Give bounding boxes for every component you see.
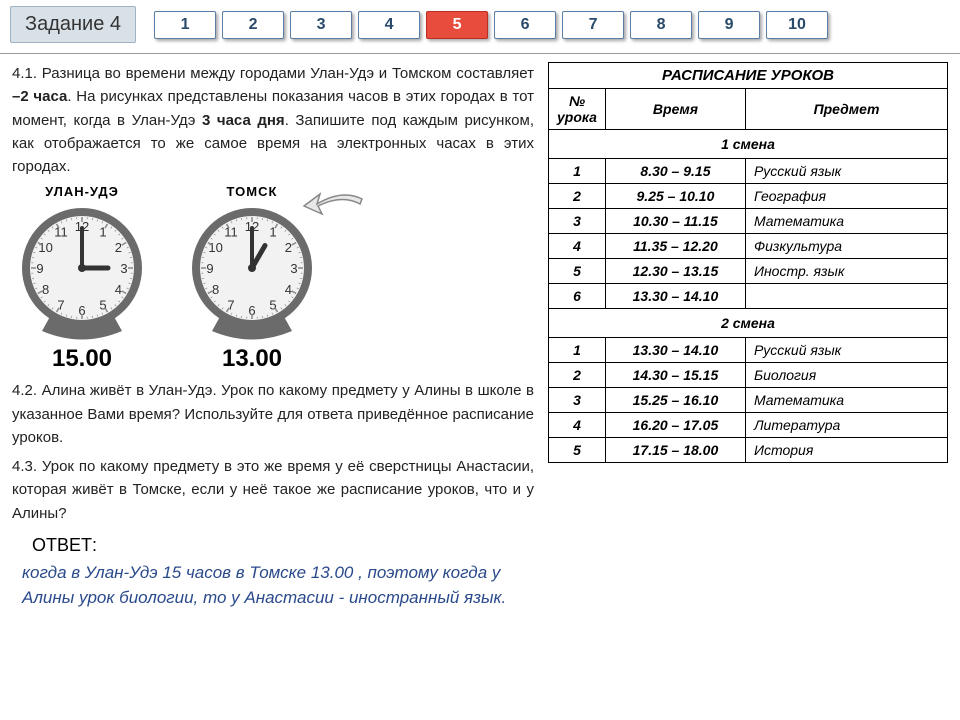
table-row: 214.30 – 15.15Биология — [549, 363, 948, 388]
divider — [0, 53, 960, 54]
task-4-3-text: 4.3. Урок по какому предмету в это же вр… — [12, 455, 534, 525]
city-label-2: ТОМСК — [182, 184, 322, 199]
tab-1[interactable]: 1 — [154, 11, 216, 39]
col-subj: Предмет — [745, 89, 947, 130]
tab-9[interactable]: 9 — [698, 11, 760, 39]
shift1-label: 1 смена — [549, 130, 948, 159]
svg-text:3: 3 — [290, 261, 297, 276]
svg-text:9: 9 — [206, 261, 213, 276]
answer-label: ОТВЕТ: — [32, 535, 534, 556]
clock-time-2: 13.00 — [214, 345, 290, 373]
svg-text:9: 9 — [36, 261, 43, 276]
clocks-row: УЛАН-УДЭ 123456789101112 15.00 ТОМСК 123… — [12, 184, 534, 373]
tab-6[interactable]: 6 — [494, 11, 556, 39]
schedule-title: РАСПИСАНИЕ УРОКОВ — [549, 63, 948, 89]
t41-d: 3 часа дня — [202, 112, 285, 129]
arrow-icon — [302, 184, 372, 234]
tab-10[interactable]: 10 — [766, 11, 828, 39]
col-time: Время — [605, 89, 745, 130]
task-4-1-text: 4.1. Разница во времени между городами У… — [12, 62, 534, 178]
table-row: 29.25 – 10.10География — [549, 184, 948, 209]
table-row: 18.30 – 9.15Русский язык — [549, 159, 948, 184]
svg-text:2: 2 — [115, 240, 122, 255]
svg-text:10: 10 — [38, 240, 52, 255]
top-bar: Задание 4 12345678910 — [0, 0, 960, 49]
clock-tomsk: ТОМСК 123456789101112 13.00 — [182, 184, 322, 373]
svg-text:4: 4 — [285, 282, 292, 297]
clock-face-2: 123456789101112 — [182, 203, 322, 343]
svg-text:3: 3 — [120, 261, 127, 276]
svg-text:2: 2 — [285, 240, 292, 255]
svg-text:8: 8 — [212, 282, 219, 297]
table-row: 411.35 – 12.20Физкультура — [549, 234, 948, 259]
table-row: 113.30 – 14.10Русский язык — [549, 338, 948, 363]
svg-text:8: 8 — [42, 282, 49, 297]
table-row: 310.30 – 11.15Математика — [549, 209, 948, 234]
schedule-table: РАСПИСАНИЕ УРОКОВ№ урокаВремяПредмет1 см… — [548, 62, 948, 463]
task-4-2-text: 4.2. Алина живёт в Улан-Удэ. Урок по как… — [12, 379, 534, 449]
shift2-label: 2 смена — [549, 309, 948, 338]
svg-text:11: 11 — [224, 225, 238, 240]
tab-row: 12345678910 — [154, 11, 828, 39]
tab-8[interactable]: 8 — [630, 11, 692, 39]
tab-3[interactable]: 3 — [290, 11, 352, 39]
table-row: 416.20 – 17.05Литература — [549, 413, 948, 438]
right-column: РАСПИСАНИЕ УРОКОВ№ урокаВремяПредмет1 см… — [548, 62, 948, 611]
svg-text:4: 4 — [115, 282, 122, 297]
answer-text: когда в Улан-Удэ 15 часов в Томске 13.00… — [12, 560, 534, 611]
table-row: 517.15 – 18.00История — [549, 438, 948, 463]
clock-ulan-ude: УЛАН-УДЭ 123456789101112 15.00 — [12, 184, 152, 373]
t41-a: 4.1. Разница во времени между городами У… — [12, 65, 534, 82]
content-area: 4.1. Разница во времени между городами У… — [0, 58, 960, 611]
svg-text:10: 10 — [208, 240, 222, 255]
table-row: 613.30 – 14.10 — [549, 284, 948, 309]
table-row: 512.30 – 13.15Иностр. язык — [549, 259, 948, 284]
city-label-1: УЛАН-УДЭ — [12, 184, 152, 199]
tab-4[interactable]: 4 — [358, 11, 420, 39]
tab-7[interactable]: 7 — [562, 11, 624, 39]
table-row: 315.25 – 16.10Математика — [549, 388, 948, 413]
svg-text:11: 11 — [54, 225, 68, 240]
clock-face-1: 123456789101112 — [12, 203, 152, 343]
task-title: Задание 4 — [10, 6, 136, 43]
t41-b: –2 часа — [12, 88, 67, 105]
clock-time-1: 15.00 — [44, 345, 120, 373]
tab-2[interactable]: 2 — [222, 11, 284, 39]
col-num: № урока — [549, 89, 606, 130]
tab-5[interactable]: 5 — [426, 11, 488, 39]
left-column: 4.1. Разница во времени между городами У… — [12, 62, 534, 611]
